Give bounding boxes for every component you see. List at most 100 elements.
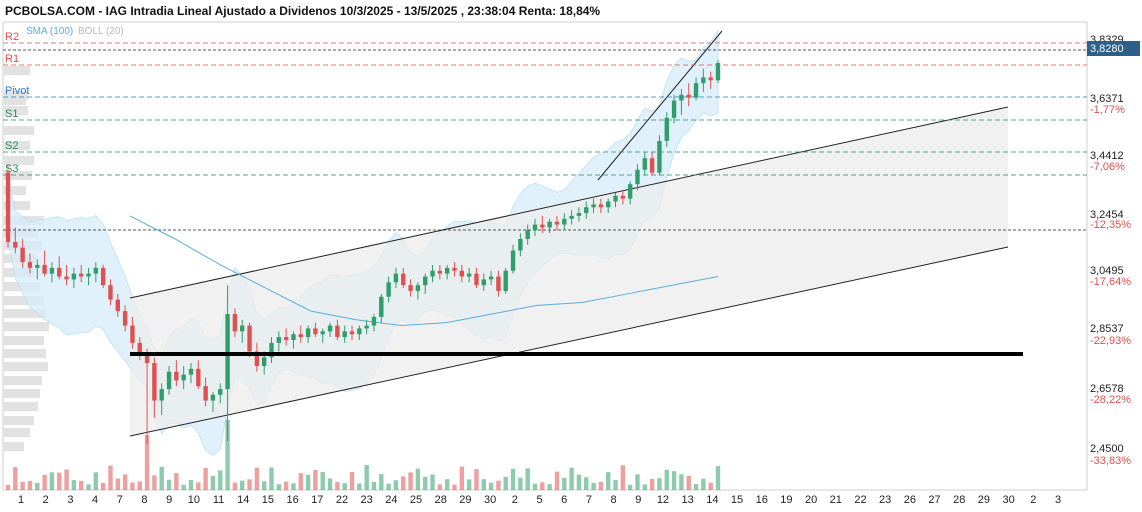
volume-bar xyxy=(488,482,494,490)
volume-bar xyxy=(562,477,567,490)
volume-profile-bar xyxy=(4,389,40,398)
candle-body xyxy=(130,325,135,343)
volume-profile-bar xyxy=(4,428,30,437)
candle-body xyxy=(584,207,589,214)
volume-bar xyxy=(327,478,333,490)
x-tick-label: 6 xyxy=(561,494,567,506)
y-tick-label: 3,2454 xyxy=(1090,209,1124,221)
x-tick-label: 20 xyxy=(805,494,817,506)
trend-channel xyxy=(129,30,1009,437)
channel-lower-line xyxy=(129,246,1009,437)
volume-bar xyxy=(481,479,486,490)
x-tick-label: 30 xyxy=(484,494,496,506)
candle-body xyxy=(57,267,62,277)
x-tick-label: 23 xyxy=(879,494,891,506)
volume-bar xyxy=(181,484,186,490)
volume-bar xyxy=(649,478,655,490)
candles xyxy=(5,60,721,444)
candle-body xyxy=(115,299,120,312)
candle xyxy=(71,267,77,289)
volume-bar xyxy=(613,479,618,490)
volume-profile-bar xyxy=(4,309,46,318)
candle xyxy=(715,60,721,84)
volume-bar xyxy=(606,472,611,490)
volume-bar xyxy=(452,484,457,490)
candle xyxy=(20,239,25,268)
volume-bar xyxy=(210,475,216,490)
candle xyxy=(525,224,530,245)
candle-body xyxy=(437,270,443,274)
candle xyxy=(562,213,567,231)
y-tick-label: 3,6371 xyxy=(1090,93,1124,105)
candle-body xyxy=(606,201,611,208)
candle-body xyxy=(401,273,406,286)
volume-profile-bar xyxy=(4,376,42,385)
candle xyxy=(393,267,399,289)
x-tick-label: 28 xyxy=(953,494,965,506)
volume-profile-bar xyxy=(4,201,30,210)
level-label-s1: S1 xyxy=(5,108,18,120)
candle-body xyxy=(174,371,179,381)
candle xyxy=(488,270,494,286)
candle xyxy=(100,264,106,289)
volume-bar xyxy=(342,483,347,490)
volume-bar xyxy=(86,484,91,490)
y-tick-label: 3,4412 xyxy=(1090,150,1124,162)
legend-sma: SMA (100) xyxy=(26,26,73,37)
candle-body xyxy=(393,273,399,283)
candle xyxy=(606,198,611,214)
candle-body xyxy=(444,267,450,274)
candle xyxy=(459,264,465,283)
candle xyxy=(664,112,669,147)
volume-bar xyxy=(64,469,69,490)
candle xyxy=(64,264,69,286)
volume-profile-bar xyxy=(4,91,28,100)
volume-bar xyxy=(379,474,384,490)
candle xyxy=(474,267,479,289)
candle-body xyxy=(27,262,33,268)
volume-profile-bar xyxy=(4,66,30,75)
candle-body xyxy=(298,334,303,338)
candle xyxy=(379,293,384,323)
x-tick-label: 30 xyxy=(1002,494,1014,506)
x-tick-label: 2 xyxy=(512,494,518,506)
x-tick-label: 8 xyxy=(141,494,147,506)
candle-body xyxy=(664,117,669,141)
last-price-label: 3,8280 xyxy=(1090,43,1124,55)
candle-body xyxy=(196,368,201,387)
candle xyxy=(137,337,142,361)
volume-bar xyxy=(137,481,142,490)
candle-body xyxy=(562,218,567,225)
candle-body xyxy=(276,337,282,343)
candle xyxy=(130,316,135,349)
x-tick-label: 21 xyxy=(830,494,842,506)
candle-body xyxy=(42,264,47,274)
volume-bar xyxy=(547,484,552,490)
volume-bar xyxy=(188,479,194,490)
volume-bar xyxy=(35,482,40,490)
candle xyxy=(386,276,391,303)
candle xyxy=(547,218,552,234)
candle xyxy=(254,342,260,372)
candle xyxy=(649,152,655,176)
volume-profile-bar xyxy=(4,362,48,371)
candle xyxy=(554,215,560,231)
candle xyxy=(686,83,691,107)
volume-bar xyxy=(203,467,208,490)
candle xyxy=(408,279,413,297)
candle xyxy=(584,201,589,219)
candle xyxy=(430,264,435,283)
candle-body xyxy=(320,331,325,335)
candle-body xyxy=(232,314,238,332)
volume-bar xyxy=(679,474,684,490)
volume-bar xyxy=(218,470,223,490)
candle xyxy=(620,189,626,205)
candle-body xyxy=(459,270,465,277)
candle-body xyxy=(261,357,267,366)
candle xyxy=(401,267,406,289)
candle xyxy=(49,262,55,283)
x-tick-label: 15 xyxy=(262,494,274,506)
volume-bar xyxy=(701,478,706,490)
candle-body xyxy=(364,325,369,329)
